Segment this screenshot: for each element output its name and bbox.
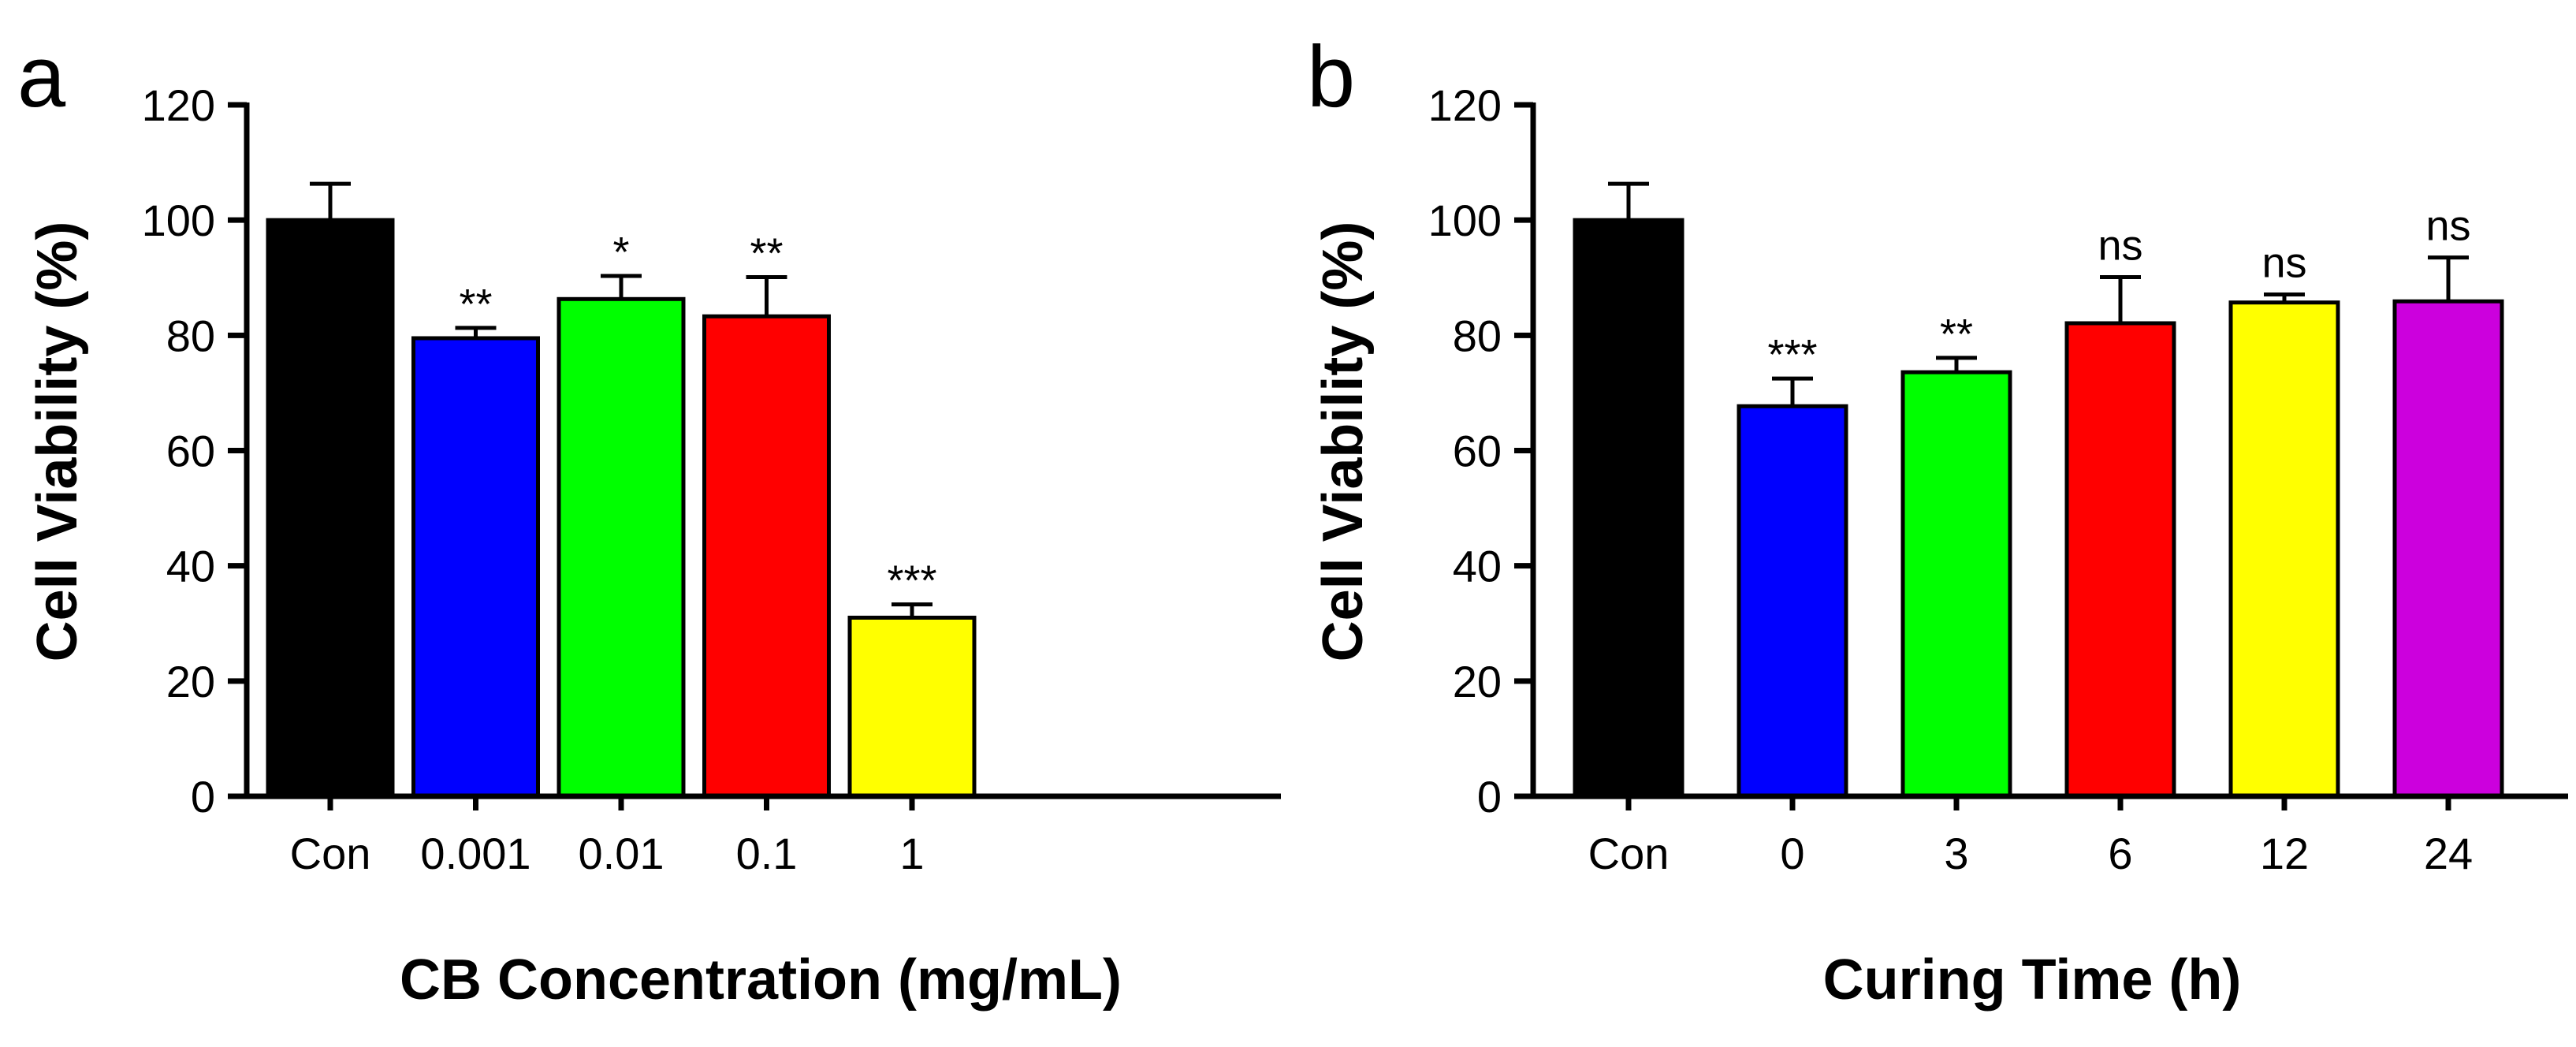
panel-a-significance-1: ** [459, 281, 492, 328]
panel-b-significance-4: ns [2261, 239, 2306, 286]
panel-a-significance-3: ** [750, 230, 783, 278]
panel-b-bar-2 [1900, 370, 2012, 799]
panel-a-letter: a [17, 28, 66, 125]
panel-b-y-tick-label-1: 20 [1453, 657, 1502, 706]
panel-a-bar-1 [411, 336, 540, 799]
panel-a-x-axis-title: CB Concentration (mg/mL) [400, 948, 1122, 1012]
panel-a: a Cell Viability (%) CB Concentration (m… [17, 28, 1281, 1012]
panel-b-x-tick-label-4: 12 [2260, 829, 2309, 878]
panel-b-significance-2: ** [1940, 311, 1973, 358]
panel-b-y-tick-label-5: 100 [1428, 196, 1502, 245]
panel-a-y-axis-title: Cell Viability (%) [26, 222, 89, 662]
panel-a-bar-0 [266, 218, 395, 799]
panel-b-x-tick-label-2: 3 [1944, 829, 1968, 878]
panel-a-y-tick-label-6: 120 [142, 80, 215, 130]
panel-a-y-tick-label-3: 60 [166, 427, 215, 476]
panel-a-y-tick-label-1: 20 [166, 657, 215, 706]
panel-a-x-tick-label-2: 0.01 [579, 829, 664, 878]
panel-b-bar-5 [2392, 299, 2504, 799]
panel-b-bar-1 [1737, 404, 1848, 799]
panel-a-bar-4 [847, 615, 977, 799]
panel-a-y-tick-label-4: 80 [166, 311, 215, 360]
panel-b-y-axis-title: Cell Viability (%) [1312, 222, 1375, 662]
panel-a-x-tick-label-0: Con [290, 829, 371, 878]
panel-b-x-tick-label-1: 0 [1780, 829, 1804, 878]
panel-a-plot-area: Con ** 0.001 * 0.01 ** 0.1 *** 1 0 20 40 60 80 100 120 [142, 80, 1281, 878]
panel-b-y-tick-label-4: 80 [1453, 311, 1502, 360]
panel-a-significance-2: * [612, 229, 629, 276]
panel-b-plot-area: Con *** 0 ** 3 ns 6 ns 12 ns 24 0 20 40 60 80 100 120 [1428, 80, 2568, 878]
panel-a-x-tick-label-4: 1 [899, 829, 924, 878]
panel-b-bar-4 [2228, 300, 2340, 799]
panel-b: b Cell Viability (%) Curing Time (h) Con… [1307, 28, 2568, 1012]
panel-b-x-tick-label-5: 24 [2424, 829, 2473, 878]
panel-b-x-axis-title: Curing Time (h) [1823, 948, 2242, 1012]
panel-a-y-tick-label-2: 40 [166, 542, 215, 591]
panel-b-letter: b [1307, 28, 1355, 125]
panel-a-x-tick-label-1: 0.001 [420, 829, 530, 878]
panel-b-significance-5: ns [2425, 203, 2470, 250]
panel-b-y-tick-label-0: 0 [1477, 772, 1502, 822]
panel-a-x-tick-label-3: 0.1 [736, 829, 798, 878]
panel-b-bar-0 [1573, 218, 1684, 799]
panel-a-bar-3 [702, 314, 831, 799]
panel-a-y-tick-label-5: 100 [142, 196, 215, 245]
panel-b-x-tick-label-3: 6 [2108, 829, 2132, 878]
panel-b-significance-3: ns [2098, 222, 2142, 270]
panel-b-x-tick-label-0: Con [1588, 829, 1670, 878]
panel-a-y-tick-label-0: 0 [191, 772, 215, 822]
panel-a-significance-4: *** [887, 557, 936, 605]
panel-b-y-tick-label-2: 40 [1453, 542, 1502, 591]
panel-b-y-tick-label-6: 120 [1428, 80, 1502, 130]
panel-a-bar-2 [557, 296, 686, 799]
panel-b-y-tick-label-3: 60 [1453, 427, 1502, 476]
panel-b-significance-1: *** [1767, 331, 1817, 378]
panel-b-bar-3 [2064, 321, 2176, 799]
